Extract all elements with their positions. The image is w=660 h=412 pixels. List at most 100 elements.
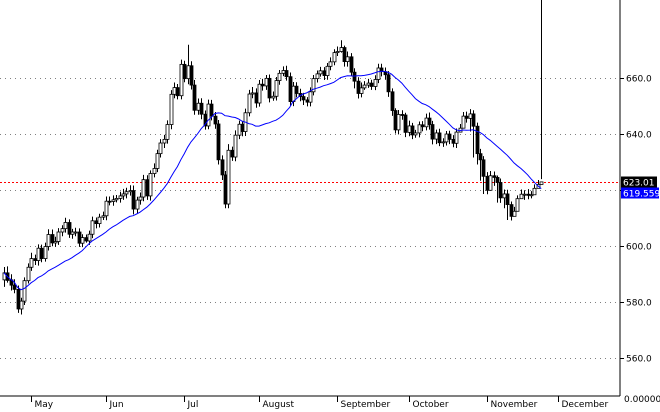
moving-average-line	[3, 70, 542, 291]
candle	[332, 49, 337, 66]
candle-body	[369, 82, 374, 87]
candle-body	[451, 138, 456, 144]
candle-body	[141, 179, 146, 198]
candle-body	[250, 92, 255, 95]
candle-body	[131, 190, 136, 210]
candle	[118, 191, 123, 203]
candle-body	[386, 74, 391, 93]
candle-body	[162, 138, 167, 144]
candle	[19, 297, 24, 315]
candle	[250, 87, 255, 99]
candle	[471, 110, 476, 158]
candle-body	[145, 179, 150, 197]
x-axis-ticks: May Jun Jul August September October November D…	[31, 396, 608, 410]
candle	[274, 76, 279, 101]
candle	[29, 252, 34, 271]
candle-body	[165, 124, 170, 140]
candle-body	[107, 200, 112, 203]
candle	[373, 75, 378, 91]
moving-average-tag-text: 619.559	[623, 190, 660, 200]
candle-body	[311, 78, 316, 93]
candle-body	[447, 133, 452, 140]
candle-body	[325, 65, 330, 76]
candle-body	[80, 237, 85, 244]
candle-body	[495, 177, 500, 183]
last-price-tag-background	[621, 176, 657, 188]
candle-body	[277, 72, 282, 81]
candle-body	[454, 131, 459, 144]
candle-body	[230, 149, 235, 158]
candle-body	[135, 199, 140, 210]
candle-body	[515, 198, 520, 212]
candle-body	[260, 83, 265, 87]
candle	[182, 60, 187, 83]
candle-body	[430, 124, 435, 140]
candle-body	[478, 153, 483, 161]
candle	[101, 211, 106, 220]
candle-body	[155, 153, 160, 169]
candle-body	[196, 102, 201, 111]
y-tick-label: 660.0	[626, 75, 652, 85]
candle-body	[342, 47, 347, 62]
candle-body	[36, 247, 41, 261]
x-tick-label: October	[413, 400, 449, 410]
candle	[158, 139, 163, 158]
candle-body	[359, 87, 364, 94]
candle-body	[332, 52, 337, 63]
candle	[519, 189, 524, 200]
candle-body	[199, 102, 204, 115]
candle	[56, 228, 61, 245]
candle	[16, 285, 21, 313]
candle	[498, 178, 503, 203]
candle-body	[264, 77, 269, 87]
candle	[271, 91, 276, 101]
y-tick-label: 560.0	[626, 355, 652, 365]
candle-body	[373, 79, 378, 87]
candle	[226, 144, 231, 209]
candle	[318, 66, 323, 77]
candle-body	[271, 95, 276, 99]
candle	[148, 170, 153, 201]
candle	[362, 81, 367, 90]
candle-body	[485, 175, 490, 191]
candle	[461, 111, 466, 129]
candle	[315, 70, 320, 83]
candle-body	[209, 103, 214, 117]
candle	[43, 242, 48, 262]
candle	[539, 0, 544, 185]
candle	[97, 213, 102, 228]
candle-body	[186, 65, 191, 80]
candle	[50, 229, 55, 247]
candle	[53, 236, 58, 247]
candle	[141, 174, 146, 202]
candle-body	[206, 103, 211, 127]
candle-body	[481, 159, 486, 177]
candle-body	[16, 288, 21, 310]
candle	[294, 82, 299, 98]
candle-body	[101, 215, 106, 218]
candle-body	[339, 47, 344, 52]
candle-body	[441, 141, 446, 144]
candle	[342, 45, 347, 67]
candle-body	[60, 228, 65, 233]
candle-body	[274, 80, 279, 97]
candle-body	[281, 70, 286, 74]
candle-body	[29, 258, 34, 268]
candle	[124, 187, 129, 199]
candle	[165, 120, 170, 144]
candle	[393, 108, 398, 134]
candle	[413, 129, 418, 138]
candle	[447, 130, 452, 145]
candle	[386, 71, 391, 97]
candle	[121, 188, 126, 200]
candle-body	[328, 61, 333, 67]
candle	[189, 61, 194, 90]
candle-body	[335, 51, 340, 54]
candle-body	[308, 91, 313, 103]
candle-body	[220, 159, 225, 176]
candle-body	[22, 280, 27, 302]
candle	[464, 111, 469, 123]
candle	[532, 184, 537, 196]
candle-body	[390, 91, 395, 111]
